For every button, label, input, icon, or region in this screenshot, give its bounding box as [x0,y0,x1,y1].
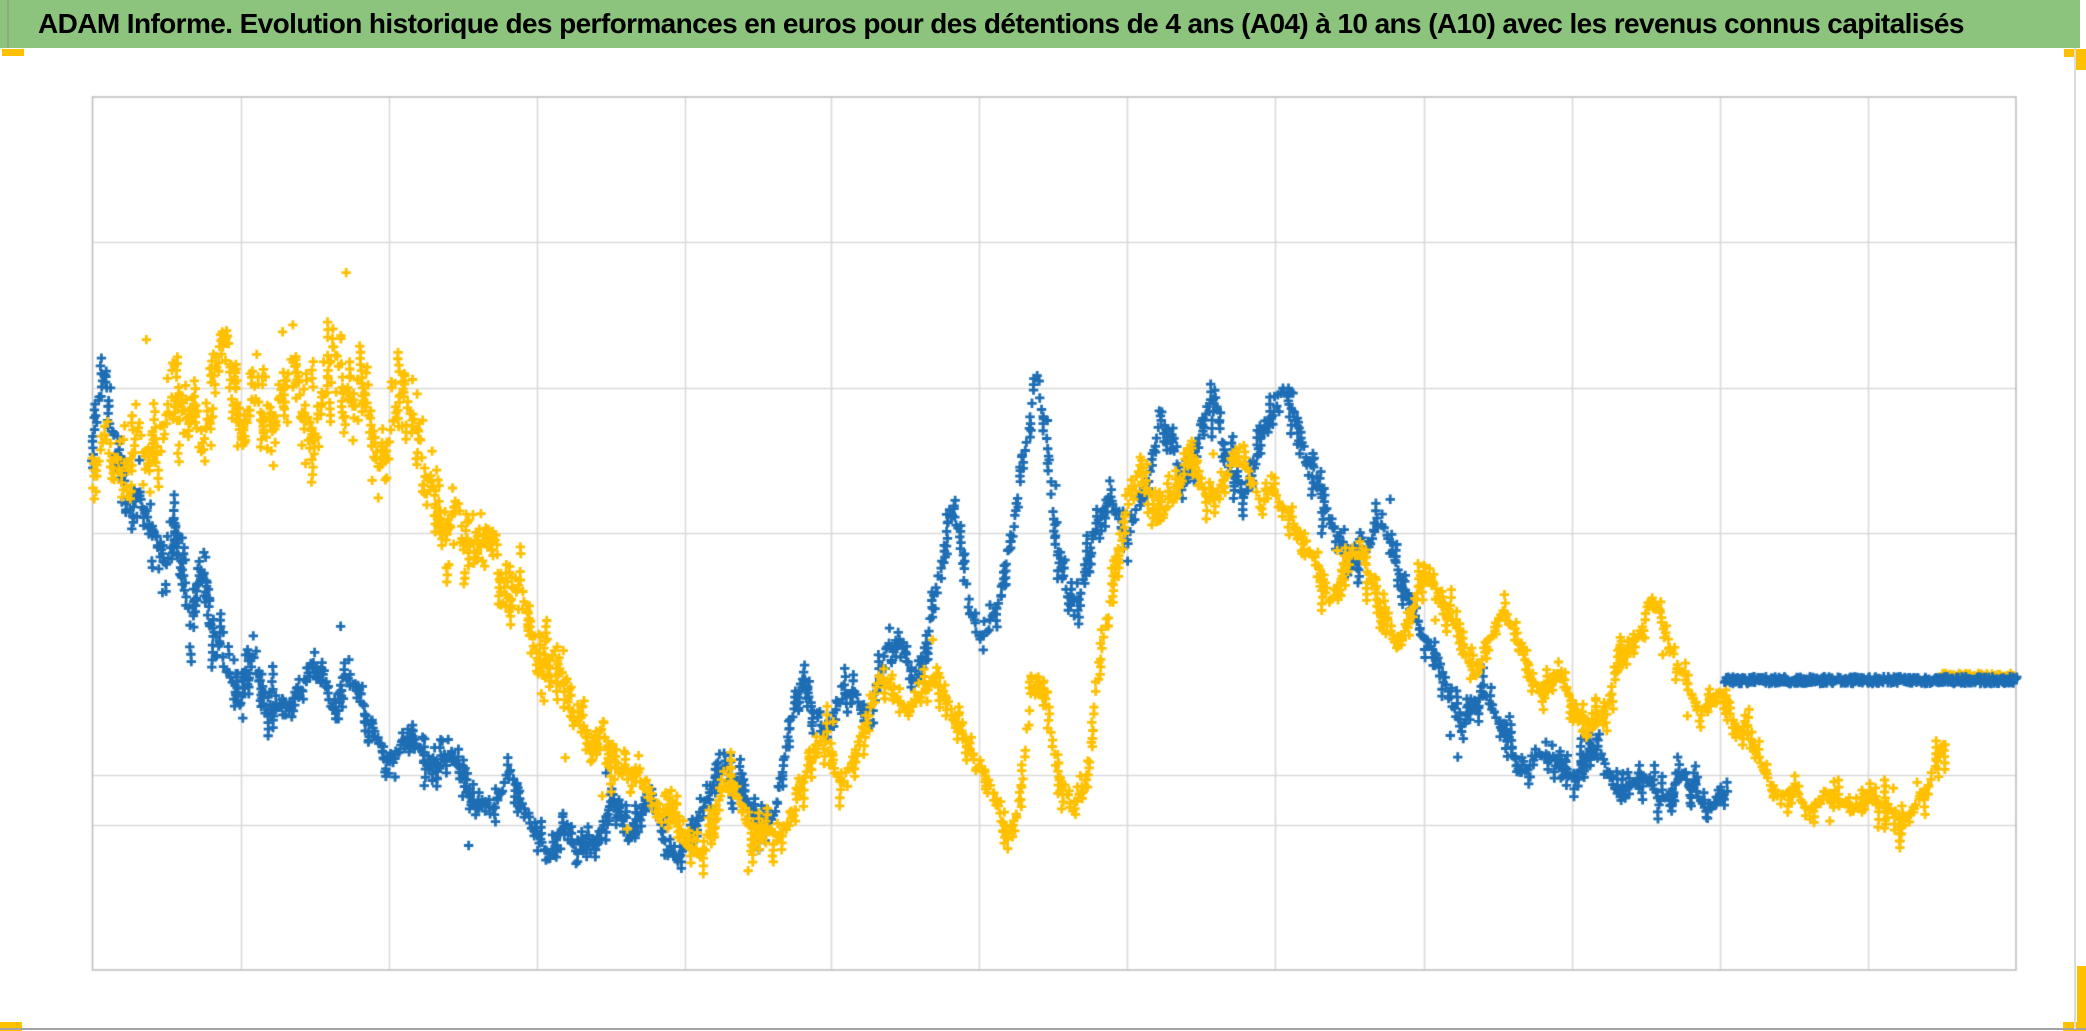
page-right-rule [2074,48,2076,1029]
page-bottom-rule [0,1028,2086,1030]
accent-mark-bottom-left [0,1022,22,1031]
accent-bracket-top-right-vertical [2076,49,2086,70]
page-title: ADAM Informe. Evolution historique des p… [38,8,1964,39]
title-bar-edge-line [7,0,9,48]
accent-bracket-bottom-right-vertical [2077,966,2086,1031]
title-bar: ADAM Informe. Evolution historique des p… [0,0,2080,48]
accent-mark-top-left [2,49,24,56]
